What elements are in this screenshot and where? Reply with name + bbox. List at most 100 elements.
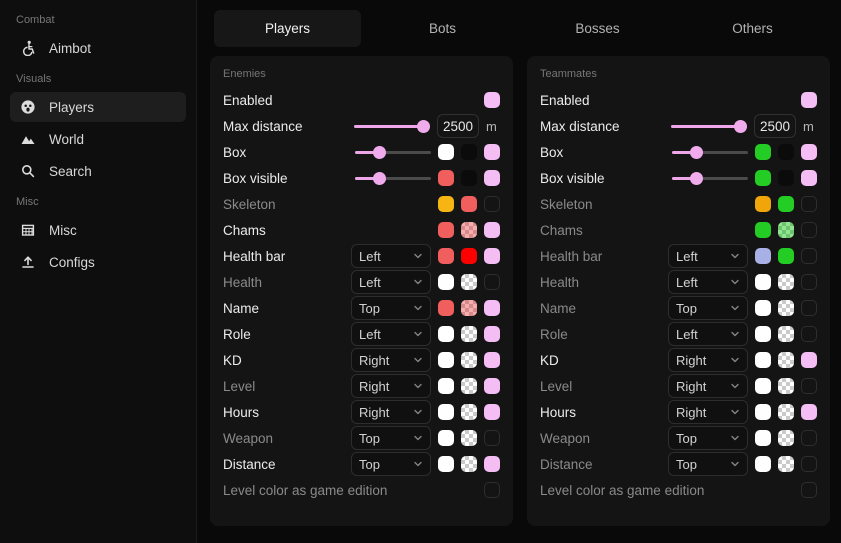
health-bar-position-select[interactable]: Left <box>351 244 431 268</box>
enabled-checkbox[interactable] <box>484 92 500 108</box>
health-bar-checkbox[interactable] <box>801 248 817 264</box>
weapon-checkbox[interactable] <box>801 430 817 446</box>
skeleton-color-swatch-0[interactable] <box>755 196 771 212</box>
name-checkbox[interactable] <box>484 300 500 316</box>
hours-color-swatch-1[interactable] <box>755 404 771 420</box>
name-color-swatch-2[interactable] <box>461 300 477 316</box>
sidebar-item-world[interactable]: World <box>10 124 186 154</box>
level-color-swatch-2[interactable] <box>461 378 477 394</box>
sidebar-item-search[interactable]: Search <box>10 156 186 186</box>
weapon-checkbox[interactable] <box>484 430 500 446</box>
weapon-color-swatch-2[interactable] <box>778 430 794 446</box>
weapon-color-swatch-1[interactable] <box>755 430 771 446</box>
sidebar-item-configs[interactable]: Configs <box>10 247 186 277</box>
name-position-select[interactable]: Top <box>668 296 748 320</box>
level-color-swatch-1[interactable] <box>438 378 454 394</box>
distance-position-select[interactable]: Top <box>668 452 748 476</box>
box-visible-color-swatch-2[interactable] <box>778 170 794 186</box>
health-color-swatch-1[interactable] <box>755 274 771 290</box>
distance-position-select[interactable]: Top <box>351 452 431 476</box>
box-visible-checkbox[interactable] <box>801 170 817 186</box>
box-visible-slider[interactable] <box>355 171 431 185</box>
chams-color-swatch-0[interactable] <box>438 222 454 238</box>
distance-checkbox[interactable] <box>801 456 817 472</box>
tab-players[interactable]: Players <box>214 10 361 47</box>
hours-color-swatch-1[interactable] <box>438 404 454 420</box>
health-bar-color-swatch-2[interactable] <box>778 248 794 264</box>
box-slider[interactable] <box>672 145 748 159</box>
level-color-as-game-edition-checkbox[interactable] <box>484 482 500 498</box>
sidebar-item-misc[interactable]: Misc <box>10 215 186 245</box>
kd-checkbox[interactable] <box>484 352 500 368</box>
box-visible-color-swatch-2[interactable] <box>461 170 477 186</box>
chams-checkbox[interactable] <box>801 222 817 238</box>
role-checkbox[interactable] <box>801 326 817 342</box>
skeleton-color-swatch-1[interactable] <box>778 196 794 212</box>
enabled-checkbox[interactable] <box>801 92 817 108</box>
kd-color-swatch-2[interactable] <box>461 352 477 368</box>
box-color-swatch-1[interactable] <box>755 144 771 160</box>
name-color-swatch-2[interactable] <box>778 300 794 316</box>
max-distance-slider[interactable] <box>354 119 430 133</box>
health-color-swatch-2[interactable] <box>461 274 477 290</box>
box-visible-color-swatch-1[interactable] <box>438 170 454 186</box>
distance-color-swatch-2[interactable] <box>778 456 794 472</box>
kd-checkbox[interactable] <box>801 352 817 368</box>
health-bar-color-swatch-1[interactable] <box>438 248 454 264</box>
box-visible-slider[interactable] <box>672 171 748 185</box>
chams-checkbox[interactable] <box>484 222 500 238</box>
health-bar-color-swatch-1[interactable] <box>755 248 771 264</box>
health-color-swatch-2[interactable] <box>778 274 794 290</box>
health-position-select[interactable]: Left <box>668 270 748 294</box>
chams-color-swatch-1[interactable] <box>461 222 477 238</box>
level-checkbox[interactable] <box>484 378 500 394</box>
box-color-swatch-2[interactable] <box>461 144 477 160</box>
kd-color-swatch-1[interactable] <box>438 352 454 368</box>
level-position-select[interactable]: Right <box>668 374 748 398</box>
role-color-swatch-1[interactable] <box>755 326 771 342</box>
role-checkbox[interactable] <box>484 326 500 342</box>
weapon-color-swatch-1[interactable] <box>438 430 454 446</box>
tab-others[interactable]: Others <box>732 21 773 36</box>
health-bar-position-select[interactable]: Left <box>668 244 748 268</box>
chams-color-swatch-1[interactable] <box>778 222 794 238</box>
weapon-color-swatch-2[interactable] <box>461 430 477 446</box>
level-position-select[interactable]: Right <box>351 374 431 398</box>
box-color-swatch-1[interactable] <box>438 144 454 160</box>
kd-position-select[interactable]: Right <box>351 348 431 372</box>
max-distance-input[interactable] <box>437 114 479 138</box>
distance-checkbox[interactable] <box>484 456 500 472</box>
hours-checkbox[interactable] <box>484 404 500 420</box>
skeleton-checkbox[interactable] <box>484 196 500 212</box>
health-bar-checkbox[interactable] <box>484 248 500 264</box>
level-checkbox[interactable] <box>801 378 817 394</box>
box-visible-color-swatch-1[interactable] <box>755 170 771 186</box>
weapon-position-select[interactable]: Top <box>668 426 748 450</box>
name-color-swatch-1[interactable] <box>755 300 771 316</box>
hours-position-select[interactable]: Right <box>351 400 431 424</box>
hours-color-swatch-2[interactable] <box>778 404 794 420</box>
skeleton-color-swatch-1[interactable] <box>461 196 477 212</box>
name-position-select[interactable]: Top <box>351 296 431 320</box>
hours-color-swatch-2[interactable] <box>461 404 477 420</box>
skeleton-color-swatch-0[interactable] <box>438 196 454 212</box>
sidebar-item-players[interactable]: Players <box>10 92 186 122</box>
tab-bots[interactable]: Bots <box>428 21 456 36</box>
box-visible-checkbox[interactable] <box>484 170 500 186</box>
chams-color-swatch-0[interactable] <box>755 222 771 238</box>
box-slider[interactable] <box>355 145 431 159</box>
box-checkbox[interactable] <box>801 144 817 160</box>
kd-color-swatch-2[interactable] <box>778 352 794 368</box>
level-color-swatch-1[interactable] <box>755 378 771 394</box>
box-color-swatch-2[interactable] <box>778 144 794 160</box>
tab-bosses[interactable]: Bosses <box>575 21 620 36</box>
sidebar-item-aimbot[interactable]: Aimbot <box>10 33 186 63</box>
distance-color-swatch-2[interactable] <box>461 456 477 472</box>
hours-position-select[interactable]: Right <box>668 400 748 424</box>
max-distance-input[interactable] <box>754 114 796 138</box>
health-color-swatch-1[interactable] <box>438 274 454 290</box>
kd-color-swatch-1[interactable] <box>755 352 771 368</box>
level-color-swatch-2[interactable] <box>778 378 794 394</box>
distance-color-swatch-1[interactable] <box>755 456 771 472</box>
health-bar-color-swatch-2[interactable] <box>461 248 477 264</box>
